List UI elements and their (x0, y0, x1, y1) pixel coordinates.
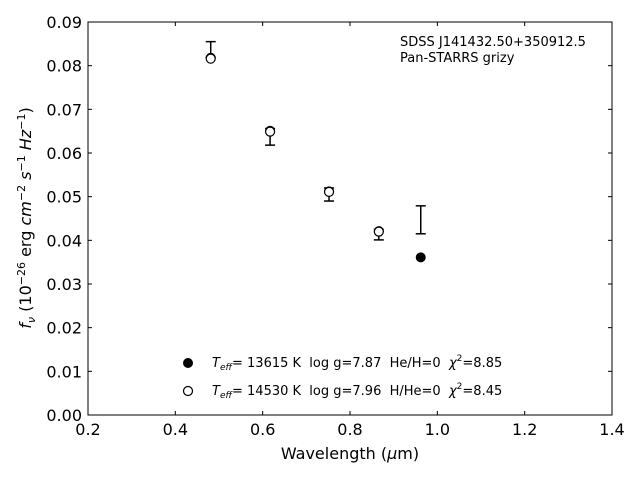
y-axis-label: fν (10−26 erg cm−2 s−1 Hz−1) (15, 107, 38, 328)
y-tick-label: 0.08 (46, 57, 82, 76)
legend: Teff= 13615 K log g=7.87 He/H=0 χ2=8.85 … (182, 354, 502, 401)
survey-annotation: Pan-STARRS grizy (400, 51, 515, 66)
y-tick-label: 0.04 (46, 231, 82, 250)
y-tick-label: 0.06 (46, 144, 82, 163)
x-axis-label: Wavelength (μm) (281, 444, 419, 463)
y-tick-label: 0.09 (46, 13, 82, 32)
open-marker-3 (373, 226, 384, 237)
y-tick-label: 0.03 (46, 275, 82, 294)
y-axis-ticks: 0.00 0.01 0.02 0.03 0.04 0.05 0.06 0.07 0.08 0.09 (46, 13, 612, 425)
x-tick-label: 0.2 (75, 420, 100, 439)
x-axis-ticks: 0.2 0.4 0.6 0.8 1.0 1.2 1.4 (75, 22, 625, 439)
y-tick-label: 0.00 (46, 406, 82, 425)
model-points (205, 52, 426, 263)
x-tick-label: 1.0 (425, 420, 450, 439)
legend-marker-open (182, 385, 194, 397)
y-tick-label: 0.01 (46, 362, 82, 381)
x-tick-label: 0.8 (337, 420, 362, 439)
x-tick-label: 0.6 (250, 420, 275, 439)
open-marker-2 (323, 186, 335, 197)
legend-entry-1: Teff= 13615 K log g=7.87 He/H=0 χ2=8.85 (212, 354, 502, 373)
object-name-annotation: SDSS J141432.50+350912.5 (400, 35, 586, 50)
y-tick-label: 0.02 (46, 319, 82, 338)
open-marker-1 (264, 126, 276, 137)
legend-marker-filled (183, 358, 193, 368)
open-marker-0 (205, 53, 216, 64)
y-tick-label: 0.07 (46, 100, 82, 119)
legend-entry-2: Teff= 14530 K log g=7.96 H/He=0 χ2=8.45 (212, 382, 502, 401)
x-tick-label: 1.2 (512, 420, 537, 439)
filled-marker-4 (415, 252, 426, 263)
error-bar-4 (415, 205, 426, 235)
x-tick-label: 0.4 (163, 420, 188, 439)
x-tick-label: 1.4 (599, 420, 624, 439)
y-tick-label: 0.05 (46, 188, 82, 207)
